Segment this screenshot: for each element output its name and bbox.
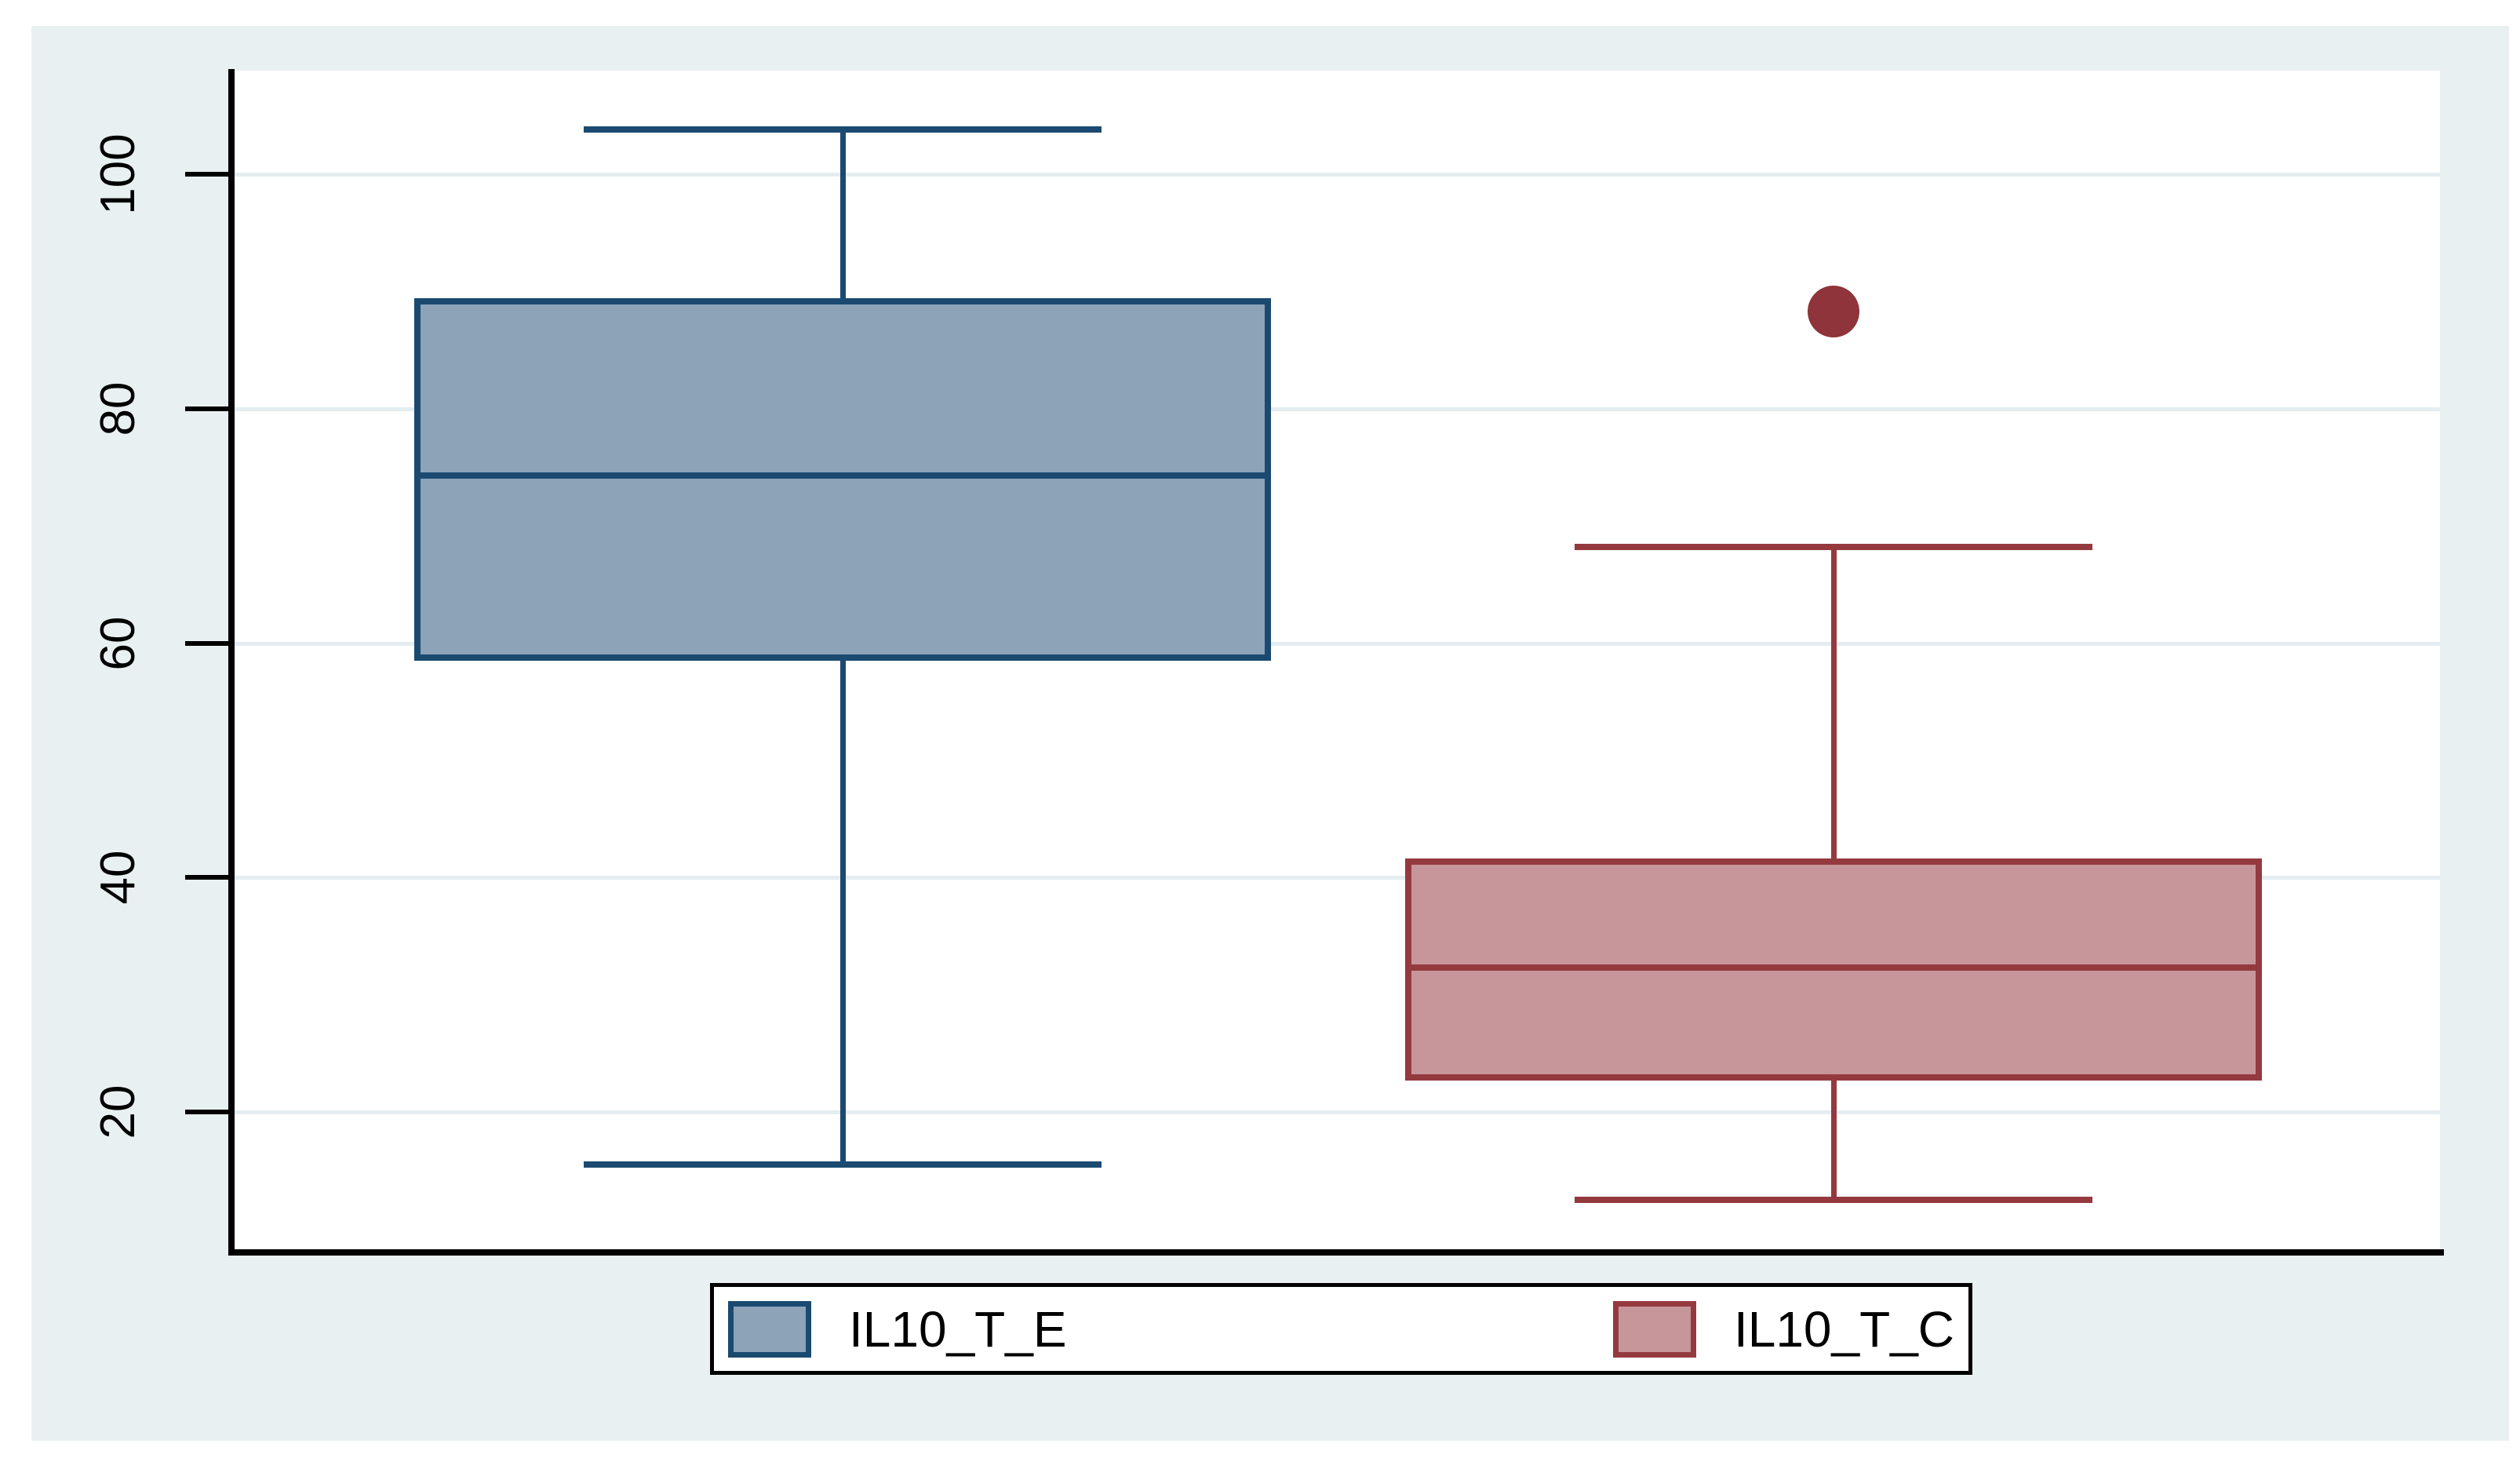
y-tick-100 — [185, 172, 229, 177]
y-axis-line — [228, 69, 235, 1256]
whisker-lower-cap-il10-t-e — [584, 1161, 1102, 1168]
gridline-60 — [231, 641, 2440, 646]
median-line-il10-t-c — [1405, 964, 2262, 971]
legend-item-il10-t-e: IL10_T_E — [728, 1300, 1067, 1358]
gridline-80 — [231, 406, 2440, 411]
outlier-dot-il10-t-c — [1808, 285, 1859, 337]
median-line-il10-t-e — [414, 472, 1271, 479]
legend-item-il10-t-c: IL10_T_C — [1612, 1300, 1954, 1358]
whisker-upper-cap-il10-t-e — [584, 126, 1102, 133]
gridline-20 — [231, 1110, 2440, 1114]
chart-canvas: 20 40 60 80 100 IL10_T_E IL10_T_C — [31, 26, 2509, 1441]
whisker-lower-stem-il10-t-e — [839, 660, 846, 1165]
whisker-upper-cap-il10-t-c — [1575, 544, 2092, 550]
y-tick-60 — [185, 640, 229, 646]
whisker-lower-cap-il10-t-c — [1575, 1197, 2092, 1204]
y-tick-40 — [185, 875, 229, 880]
whisker-upper-stem-il10-t-e — [839, 129, 846, 299]
y-tick-20 — [185, 1110, 229, 1114]
legend: IL10_T_E IL10_T_C — [710, 1283, 1972, 1375]
x-axis-line — [228, 1249, 2444, 1256]
legend-swatch-il10-t-c — [1612, 1300, 1696, 1358]
box-il10-t-e — [414, 298, 1271, 661]
whisker-lower-stem-il10-t-c — [1830, 1080, 1837, 1201]
legend-label-il10-t-c: IL10_T_C — [1733, 1300, 1954, 1358]
gridline-40 — [231, 876, 2440, 880]
whisker-upper-stem-il10-t-c — [1830, 547, 1837, 859]
legend-swatch-il10-t-e — [728, 1300, 811, 1358]
y-tick-80 — [185, 406, 229, 411]
legend-label-il10-t-e: IL10_T_E — [849, 1300, 1067, 1358]
plot-area — [231, 71, 2440, 1252]
gridline-100 — [231, 173, 2440, 177]
